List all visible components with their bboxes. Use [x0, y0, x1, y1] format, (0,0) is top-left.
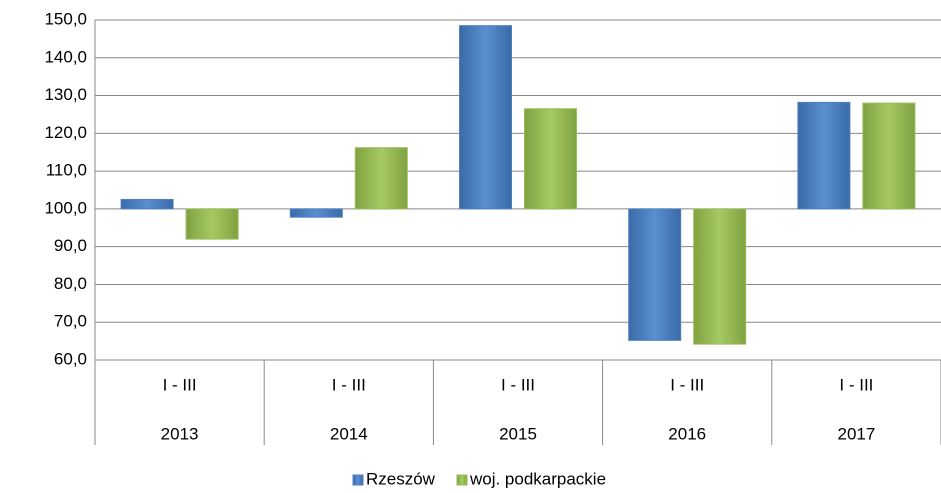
x-tick-label: I - III: [163, 375, 197, 394]
y-tick-label: 140,0: [44, 47, 87, 66]
bar: [524, 108, 577, 210]
bar: [862, 102, 916, 210]
bar: [354, 147, 408, 210]
bar: [120, 198, 174, 210]
bar: [797, 101, 851, 210]
y-tick-label: 60,0: [54, 349, 87, 368]
x-group-label: 2014: [330, 424, 368, 443]
x-tick-label: I - III: [332, 375, 366, 394]
y-tick-label: 150,0: [44, 9, 87, 28]
bar: [628, 208, 682, 341]
y-tick-label: 70,0: [54, 312, 87, 331]
y-tick-label: 120,0: [44, 123, 87, 142]
bar: [459, 25, 512, 210]
bar: [693, 208, 747, 345]
y-tick-label: 100,0: [44, 198, 87, 217]
y-tick-label: 130,0: [44, 85, 87, 104]
x-tick-label: I - III: [670, 375, 704, 394]
x-tick-label: I - III: [839, 375, 873, 394]
y-tick-label: 110,0: [46, 161, 87, 180]
x-tick-label: I - III: [501, 375, 535, 394]
x-group-label: 2015: [499, 424, 537, 443]
legend-swatch: [456, 474, 468, 486]
bar: [289, 208, 343, 218]
y-tick-label: 80,0: [54, 274, 87, 293]
x-group-label: 2013: [161, 424, 199, 443]
x-group-label: 2017: [837, 424, 875, 443]
legend-label: woj. podkarpackie: [469, 469, 606, 488]
x-group-label: 2016: [668, 424, 706, 443]
y-tick-label: 90,0: [54, 236, 87, 255]
legend-label: Rzeszów: [366, 469, 436, 488]
legend-swatch: [352, 474, 364, 486]
bar: [185, 208, 239, 240]
